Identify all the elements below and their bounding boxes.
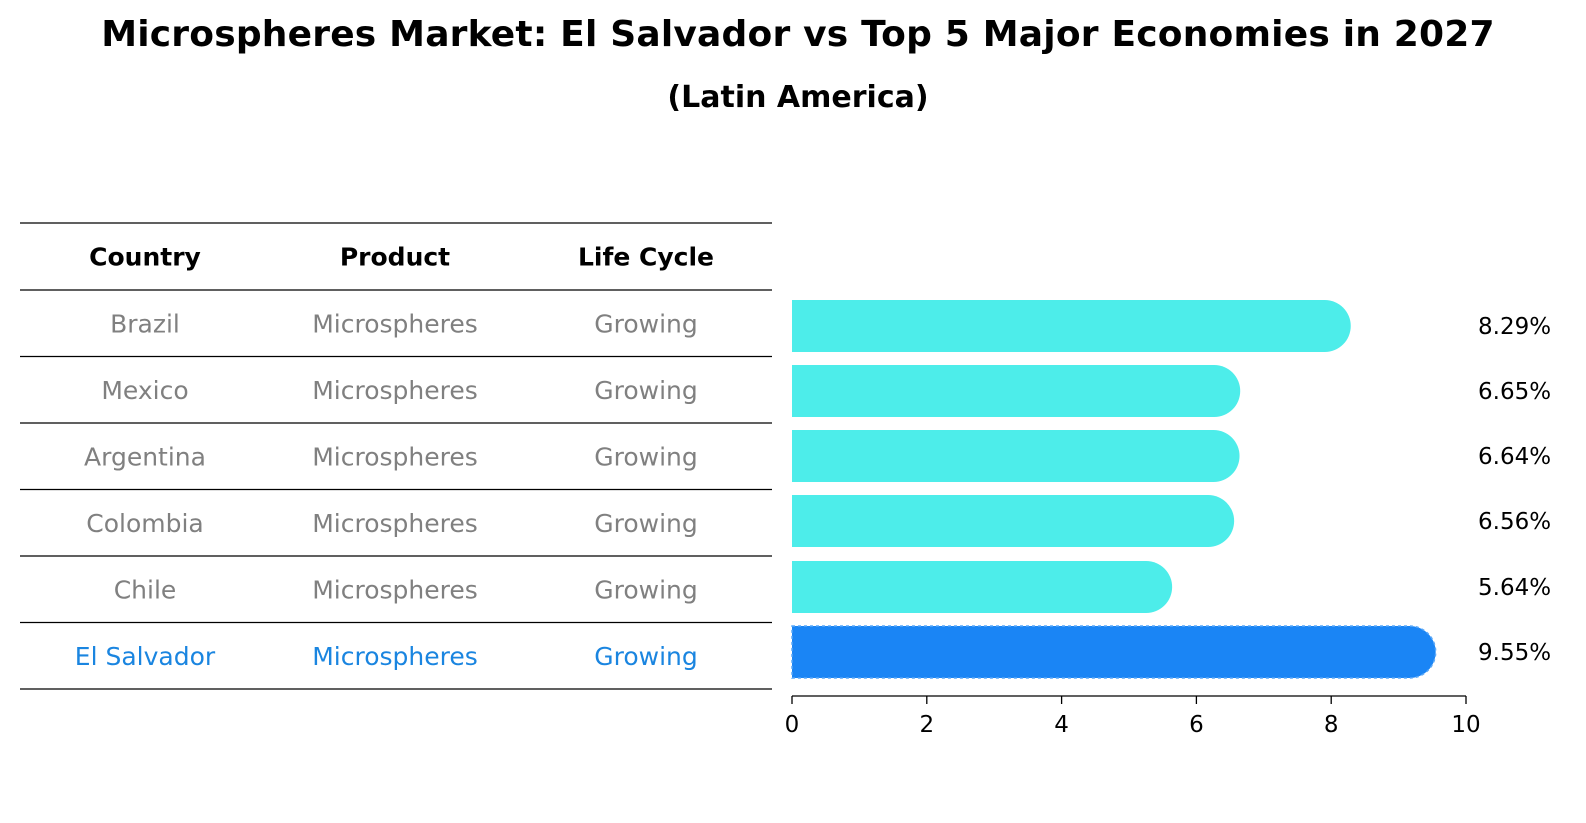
bar-value-label: 8.29% xyxy=(1478,314,1551,340)
table-header-cell: Product xyxy=(340,243,450,272)
x-tick-label: 4 xyxy=(1054,712,1069,738)
bar-value-label: 5.64% xyxy=(1478,575,1551,601)
bar-value-label: 6.56% xyxy=(1478,509,1551,535)
table-cell: Microspheres xyxy=(312,309,478,338)
table-cell: Growing xyxy=(594,642,698,671)
bar-mexico xyxy=(792,365,1241,417)
chart-subtitle: (Latin America) xyxy=(667,80,929,115)
x-tick-label: 0 xyxy=(785,712,800,738)
table-cell: Growing xyxy=(594,509,698,538)
bar-chile xyxy=(792,561,1173,613)
bar-brazil xyxy=(792,300,1351,352)
table-cell: Microspheres xyxy=(312,509,478,538)
table-cell: Mexico xyxy=(101,376,188,405)
table-header-cell: Country xyxy=(89,243,201,272)
bar-value-label: 9.55% xyxy=(1478,640,1551,666)
table-header-cell: Life Cycle xyxy=(578,243,714,272)
table-cell: Colombia xyxy=(86,509,203,538)
table-cell: Brazil xyxy=(110,309,180,338)
table-cell: Microspheres xyxy=(312,642,478,671)
chart-title: Microspheres Market: El Salvador vs Top … xyxy=(101,14,1495,55)
x-tick-label: 6 xyxy=(1189,712,1204,738)
bar-colombia xyxy=(792,495,1235,547)
table-cell: El Salvador xyxy=(75,642,216,671)
table-cell: Growing xyxy=(594,376,698,405)
table-cell: Growing xyxy=(594,575,698,604)
table-cell: Microspheres xyxy=(312,575,478,604)
bar-value-label: 6.64% xyxy=(1478,444,1551,470)
table-cell: Microspheres xyxy=(312,442,478,471)
x-tick-label: 8 xyxy=(1324,712,1339,738)
table-cell: Growing xyxy=(594,442,698,471)
table-cell: Argentina xyxy=(84,442,206,471)
bar-value-label: 6.65% xyxy=(1478,379,1551,405)
bar-el-salvador xyxy=(791,625,1437,679)
table-cell: Chile xyxy=(114,575,177,604)
bar-argentina xyxy=(792,430,1240,482)
x-tick-label: 2 xyxy=(919,712,934,738)
table-cell: Microspheres xyxy=(312,376,478,405)
x-tick-label: 10 xyxy=(1451,712,1480,738)
table-cell: Growing xyxy=(594,309,698,338)
